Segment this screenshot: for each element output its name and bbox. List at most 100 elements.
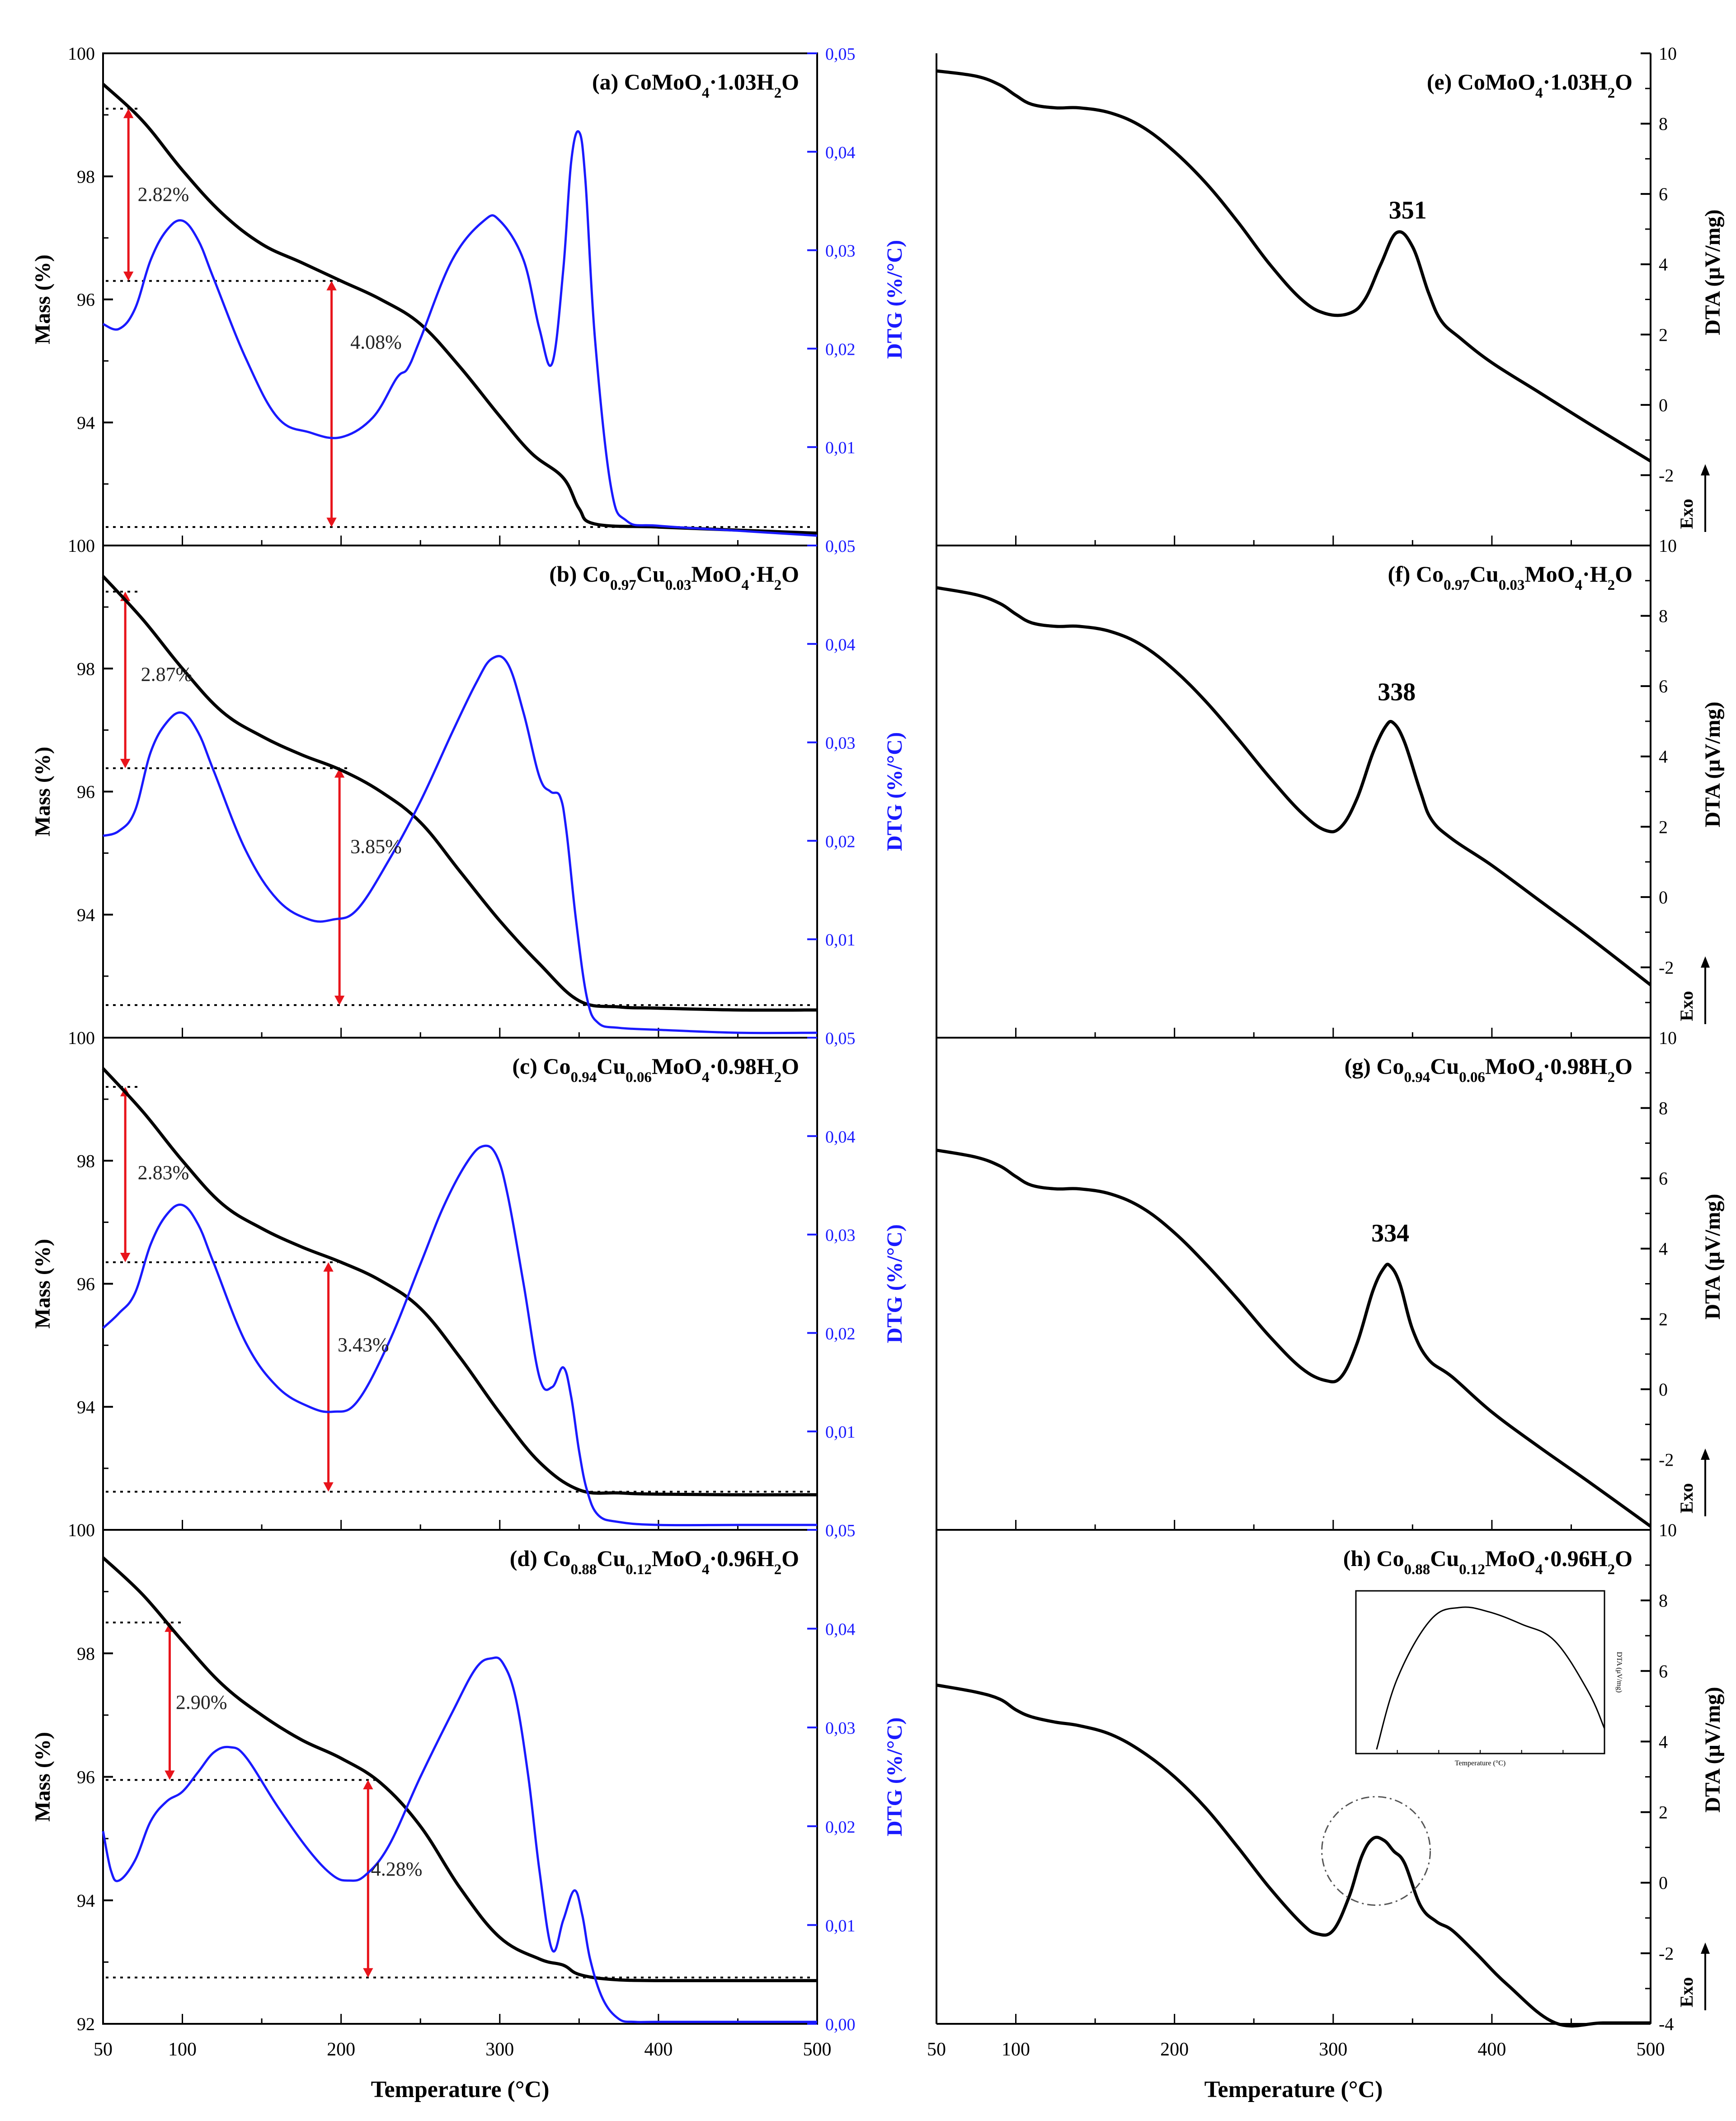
- tga-curve: [102, 1067, 818, 1497]
- dtg-tick-label: 0,03: [825, 734, 856, 753]
- x-tick-label: 500: [1637, 2039, 1665, 2060]
- x-tick-label: 300: [1319, 2039, 1347, 2060]
- mass-tick-label: 94: [77, 905, 95, 925]
- dta-tick-label: 6: [1659, 676, 1668, 696]
- mass-axis-label: Mass (%): [31, 1732, 55, 1822]
- x-tick-label: 200: [1160, 2039, 1189, 2060]
- dta-tick-label: 2: [1659, 324, 1668, 345]
- dtg-tick-label: 0,03: [825, 242, 856, 261]
- exo-arrow-head: [1701, 956, 1710, 968]
- mass-loss-label: 4.08%: [350, 331, 402, 353]
- dtg-tick-label: 0,05: [825, 1029, 856, 1048]
- dta-peak-label: 334: [1371, 1219, 1409, 1247]
- mass-tick-label: 94: [77, 413, 95, 433]
- mass-tick-label: 100: [68, 1028, 95, 1048]
- panel-b-frame: [102, 545, 818, 1039]
- x-tick-label: 500: [803, 2039, 832, 2060]
- dtg-tick-label: 0,00: [825, 2015, 856, 2034]
- exo-label: Exo: [1676, 1483, 1697, 1514]
- dta-peak-label: 338: [1378, 678, 1416, 706]
- exo-arrow-head: [1701, 1942, 1710, 1954]
- arrow-head-down: [120, 1253, 131, 1262]
- dtg-curve: [103, 655, 818, 1035]
- arrow-head-down: [165, 1770, 175, 1780]
- dtg-axis-label: DTG (%/°C): [883, 732, 907, 851]
- arrow-head-up: [323, 1262, 334, 1272]
- panel-title: (c) Co0.94Cu0.06MoO4·0.98H2O: [512, 1053, 799, 1086]
- mass-tick-label: 96: [77, 1767, 95, 1787]
- arrow-head-up: [363, 1780, 373, 1790]
- inset-frame: [1355, 1590, 1605, 1754]
- dta-tick-label: 10: [1659, 536, 1677, 556]
- dtg-axis-label: DTG (%/°C): [883, 1717, 907, 1836]
- panel-b: 100 98 96 94 0,05 0,04 0,03 0,02 0,01 Mass (%) DTG…: [31, 536, 907, 1039]
- dtg-tick-label: 0,02: [825, 832, 856, 851]
- dta-axis-label: DTA (μV/mg): [1701, 701, 1725, 827]
- dta-tick-label: 0: [1659, 1873, 1668, 1893]
- mass-tick-label: 100: [68, 43, 95, 64]
- dta-tick-label: -2: [1659, 957, 1674, 978]
- mass-tick-label: 100: [68, 536, 95, 556]
- mass-tick-label: 98: [77, 658, 95, 679]
- mass-axis-label: Mass (%): [31, 747, 55, 837]
- panel-title: (h) Co0.88Cu0.12MoO4·0.96H2O: [1343, 1546, 1632, 1578]
- dta-tick-label: 2: [1659, 817, 1668, 837]
- dta-tick-label: 2: [1659, 1802, 1668, 1823]
- exo-arrow-head: [1701, 464, 1710, 475]
- dta-axis-label: DTA (μV/mg): [1701, 1194, 1725, 1319]
- dtg-tick-label: 0,01: [825, 1423, 856, 1442]
- mass-loss-label: 2.83%: [138, 1162, 189, 1184]
- dta-tick-label: 2: [1659, 1309, 1668, 1329]
- arrow-head-down: [363, 1968, 373, 1978]
- tga-curve: [102, 83, 818, 535]
- x-axis-label: Temperature (°C): [1204, 2077, 1383, 2102]
- mass-tick-label: 98: [77, 1151, 95, 1171]
- dta-curve: [936, 1684, 1651, 2028]
- mass-loss-label: 2.82%: [138, 183, 189, 206]
- arrow-head-up: [334, 768, 345, 778]
- tga-curve: [102, 575, 818, 1012]
- dta-tick-label: 8: [1659, 606, 1668, 626]
- dtg-axis-label: DTG (%/°C): [883, 240, 907, 359]
- mass-axis-label: Mass (%): [31, 254, 55, 344]
- x-tick-label: 100: [168, 2039, 197, 2060]
- dtg-tick-label: 0,02: [825, 340, 856, 359]
- mass-tick-label: 98: [77, 1643, 95, 1664]
- panel-h: 10 8 6 4 2 0 -2 -4 DTA (μV/mg) Exo (h) Co0.88Cu0.1…: [936, 1520, 1725, 2034]
- arrow-head-down: [326, 517, 337, 527]
- dta-tick-label: 10: [1659, 1028, 1677, 1048]
- dtg-curve: [102, 1144, 817, 1527]
- dta-tick-label: 4: [1659, 1239, 1668, 1259]
- inset-curve: [1376, 1606, 1605, 1750]
- dtg-tick-label: 0,01: [825, 438, 856, 457]
- dtg-tick-label: 0,01: [825, 1916, 856, 1935]
- x-axis-label: Temperature (°C): [371, 2077, 550, 2102]
- mass-tick-label: 96: [77, 290, 95, 310]
- mass-tick-label: 94: [77, 1891, 95, 1911]
- panel-e: 10 8 6 4 2 0 -2 DTA (μV/mg) Exo 351 (e) CoMoO4·1.0…: [936, 43, 1725, 546]
- panel-f: 10 8 6 4 2 0 -2 DTA (μV/mg) Exo 338 (f) Co0.97Cu0.…: [936, 536, 1725, 1039]
- panel-title: (g) Co0.94Cu0.06MoO4·0.98H2O: [1345, 1053, 1632, 1086]
- mass-loss-label: 2.87%: [141, 663, 193, 685]
- panel-title: (b) Co0.97Cu0.03MoO4·H2O: [549, 561, 799, 593]
- dtg-tick-label: 0,03: [825, 1719, 856, 1738]
- x-tick-label: 400: [644, 2039, 673, 2060]
- dta-tick-label: -2: [1659, 465, 1674, 485]
- panel-title: (e) CoMoO4·1.03H2O: [1427, 69, 1632, 101]
- x-tick-label: 50: [94, 2039, 113, 2060]
- dta-curve: [936, 586, 1652, 987]
- arrow-head-up: [123, 108, 134, 118]
- inset-x-label: Temperature (°C): [1455, 1759, 1505, 1767]
- dta-tick-label: 4: [1659, 1731, 1668, 1752]
- dta-tick-label: 8: [1659, 114, 1668, 134]
- dta-tick-label: 6: [1659, 1661, 1668, 1681]
- dta-tick-label: 0: [1659, 395, 1668, 415]
- dta-axis-label: DTA (μV/mg): [1701, 209, 1725, 335]
- mass-tick-label: 96: [77, 782, 95, 802]
- dtg-tick-label: 0,02: [825, 1324, 856, 1343]
- exo-arrow-head: [1701, 1448, 1710, 1460]
- dta-tick-label: -4: [1659, 2014, 1674, 2034]
- dta-tick-label: 8: [1659, 1590, 1668, 1611]
- dtg-tick-label: 0,02: [825, 1818, 856, 1837]
